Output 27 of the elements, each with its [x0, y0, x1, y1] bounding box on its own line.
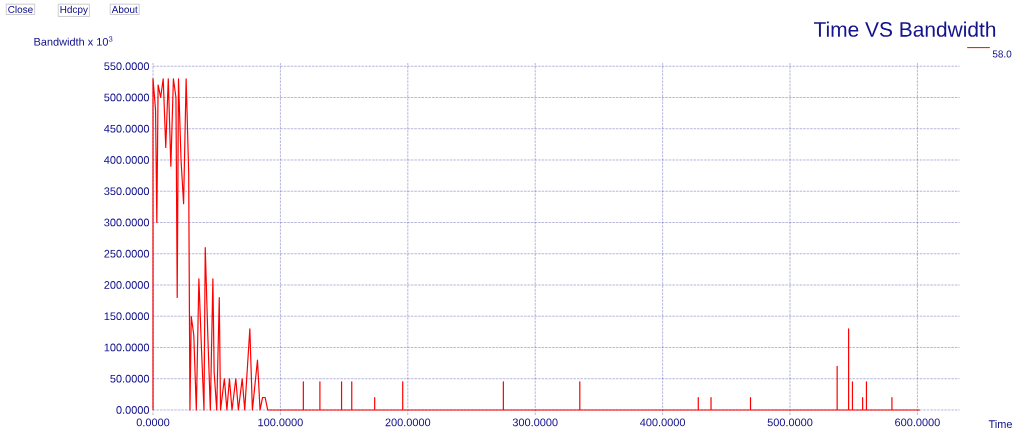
y-tick-label: 0.0000: [116, 406, 150, 414]
y-tick-label: 450.0000: [104, 124, 150, 133]
x-tick-label: 200.0000: [385, 418, 431, 427]
x-tick-label: 500.0000: [767, 418, 813, 427]
y-tick-label: 500.0000: [104, 93, 150, 102]
text: Hdcpy: [60, 5, 88, 15]
line-series: [152, 78, 921, 411]
y-tick-label: 100.0000: [104, 343, 150, 352]
chart-title: Time VS Bandwidth: [814, 21, 996, 37]
y-tick-label: 300.0000: [104, 218, 150, 227]
y-tick-label: 350.0000: [104, 187, 150, 196]
x-tick-label: 0.0000: [136, 418, 170, 427]
text: About: [111, 5, 138, 13]
y-tick-label: 400.0000: [104, 156, 150, 164]
x-tick-label: 400.0000: [640, 418, 686, 427]
y-tick-label: 250.0000: [104, 249, 150, 258]
y-tick-label: 50.0000: [110, 374, 150, 383]
text: Close: [8, 5, 33, 13]
x-axis-title: Time: [988, 419, 1012, 429]
y-tick-label: 150.0000: [104, 312, 150, 321]
y-tick-label: 200.0000: [104, 281, 150, 289]
y-axis-title: Bandwidth x 10$^{3}$: [34, 36, 113, 46]
y-tick-label: 550.0000: [104, 62, 150, 71]
x-tick-label: 100.0000: [258, 418, 303, 427]
x-tick-label: 300.0000: [512, 418, 558, 427]
x-tick-label: 600.0000: [895, 418, 940, 427]
legend-label: 58.0: [992, 50, 1012, 58]
